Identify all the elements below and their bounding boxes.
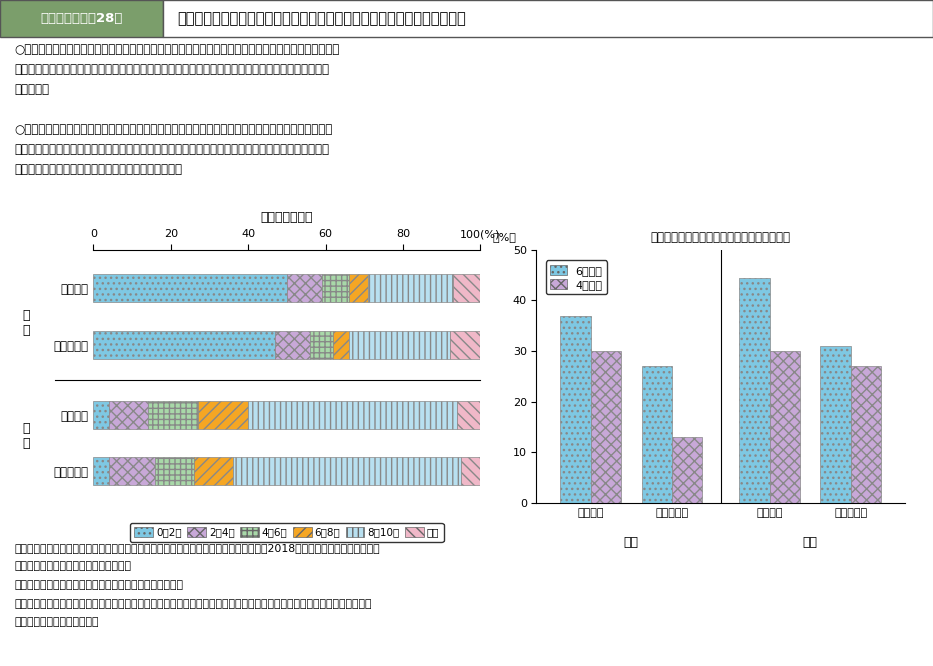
Text: 第２－（２）－28図: 第２－（２）－28図 — [40, 12, 122, 25]
Bar — [642, 366, 672, 503]
Bar — [739, 278, 770, 503]
Text: 括官付政策統括室にて独自集計: 括官付政策統括室にて独自集計 — [14, 561, 131, 571]
Text: と、当該ストレスは小さくなる傾向にあるが、非正規雇用労働者の女性は、家事分担の割合が低く: と、当該ストレスは小さくなる傾向にあるが、非正規雇用労働者の女性は、家事分担の割… — [14, 143, 329, 157]
Title: 家事分担の状況: 家事分担の状況 — [260, 211, 313, 224]
Text: いた」者としている。: いた」者としている。 — [14, 617, 99, 627]
Legend: 0～2割, 2～4割, 4～6割, 6～8割, 8～10割, 不詳: 0～2割, 2～4割, 4～6割, 6～8割, 8～10割, 不詳 — [131, 523, 443, 541]
Text: （%）: （%） — [493, 232, 516, 242]
Text: 男性: 男性 — [624, 535, 639, 549]
Text: なっても、当該ストレスの変化は相対的に少ない。: なっても、当該ストレスの変化は相対的に少ない。 — [14, 163, 182, 176]
Text: ○　家事分担の状況をみると、雇用形態にかかわらず、女性が家事（育児・介護を除く。）において担: ○ 家事分担の状況をみると、雇用形態にかかわらず、女性が家事（育児・介護を除く。… — [14, 43, 340, 57]
Title: 仕事と家庭生活の両立のストレスと家事分担: 仕事と家庭生活の両立のストレスと家事分担 — [650, 231, 791, 244]
Text: （注）　左図の集計対象は、配偶者がいる者としている。: （注） 左図の集計対象は、配偶者がいる者としている。 — [14, 580, 183, 590]
Bar — [770, 351, 800, 503]
Text: 男
性: 男 性 — [22, 309, 30, 337]
Bar — [349, 274, 369, 302]
Text: う役割が高くなっており、非正規雇用という働き方を選択している女性の分担割合が特に高くなっ: う役割が高くなっており、非正規雇用という働き方を選択している女性の分担割合が特に… — [14, 63, 329, 77]
Bar — [109, 401, 147, 429]
Bar — [349, 330, 450, 359]
Text: 女
性: 女 性 — [22, 422, 30, 450]
Bar — [147, 401, 198, 429]
Bar — [322, 274, 349, 302]
Bar — [820, 346, 851, 503]
Text: 資料出所　（株）リクルート　リクルート・ワークス研究所「全国就業実態パネル調査2018」の個票を厚生労働省政策統: 資料出所 （株）リクルート リクルート・ワークス研究所「全国就業実態パネル調査2… — [14, 543, 380, 553]
Bar — [333, 330, 349, 359]
Text: 右図の集計対象は、配偶者がいる者のうち、仕事と家庭生活の両立に関するストレスを「強く感じていた」「感じて: 右図の集計対象は、配偶者がいる者のうち、仕事と家庭生活の両立に関するストレスを「… — [14, 599, 371, 609]
Text: 女性: 女性 — [802, 535, 817, 549]
Bar — [287, 274, 322, 302]
Bar — [155, 457, 194, 486]
Bar — [369, 274, 453, 302]
Bar — [109, 457, 155, 486]
Bar — [457, 401, 480, 429]
Bar — [232, 457, 461, 486]
Bar — [198, 401, 248, 429]
Bar — [248, 401, 457, 429]
Bar — [453, 274, 480, 302]
Bar — [93, 401, 109, 429]
Bar — [310, 330, 333, 359]
Bar — [461, 457, 480, 486]
Bar — [93, 330, 275, 359]
Bar — [194, 457, 232, 486]
Text: ている。: ている。 — [14, 83, 49, 97]
Bar — [591, 351, 621, 503]
Text: 仕事と家庭生活の両立に関するストレスに家事分担が与える影響について: 仕事と家庭生活の両立に関するストレスに家事分担が与える影響について — [177, 11, 466, 26]
Bar — [672, 437, 703, 503]
Bar — [275, 330, 310, 359]
Bar — [561, 316, 591, 503]
Legend: 6割以上, 4割未満: 6割以上, 4割未満 — [546, 260, 607, 294]
Bar — [163, 0, 933, 37]
Text: ○　家事分担が仕事と家庭生活の両立に関するストレスに与え影響をみると、家事分担が少なくなる: ○ 家事分担が仕事と家庭生活の両立に関するストレスに与え影響をみると、家事分担が… — [14, 123, 332, 137]
Bar — [93, 457, 109, 486]
Bar — [0, 0, 163, 37]
Bar — [93, 274, 287, 302]
Bar — [851, 366, 881, 503]
Bar — [450, 330, 480, 359]
